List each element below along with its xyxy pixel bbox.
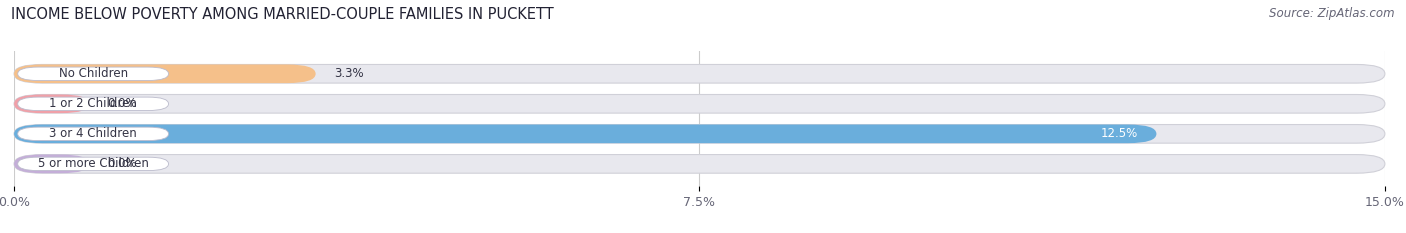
Text: 0.0%: 0.0%: [108, 97, 138, 110]
FancyBboxPatch shape: [14, 65, 1385, 83]
FancyBboxPatch shape: [14, 124, 1157, 143]
Text: Source: ZipAtlas.com: Source: ZipAtlas.com: [1270, 7, 1395, 20]
FancyBboxPatch shape: [18, 157, 169, 171]
FancyBboxPatch shape: [14, 124, 1385, 143]
FancyBboxPatch shape: [14, 95, 90, 113]
Text: No Children: No Children: [59, 67, 128, 80]
Text: 0.0%: 0.0%: [108, 157, 138, 170]
FancyBboxPatch shape: [14, 154, 90, 173]
Text: 5 or more Children: 5 or more Children: [38, 157, 149, 170]
FancyBboxPatch shape: [18, 97, 169, 110]
FancyBboxPatch shape: [14, 95, 1385, 113]
Text: 1 or 2 Children: 1 or 2 Children: [49, 97, 136, 110]
FancyBboxPatch shape: [18, 67, 169, 80]
Text: 3 or 4 Children: 3 or 4 Children: [49, 127, 136, 140]
Text: 3.3%: 3.3%: [335, 67, 364, 80]
FancyBboxPatch shape: [18, 127, 169, 140]
FancyBboxPatch shape: [14, 154, 1385, 173]
FancyBboxPatch shape: [14, 65, 316, 83]
Text: 12.5%: 12.5%: [1101, 127, 1139, 140]
Text: INCOME BELOW POVERTY AMONG MARRIED-COUPLE FAMILIES IN PUCKETT: INCOME BELOW POVERTY AMONG MARRIED-COUPL…: [11, 7, 554, 22]
